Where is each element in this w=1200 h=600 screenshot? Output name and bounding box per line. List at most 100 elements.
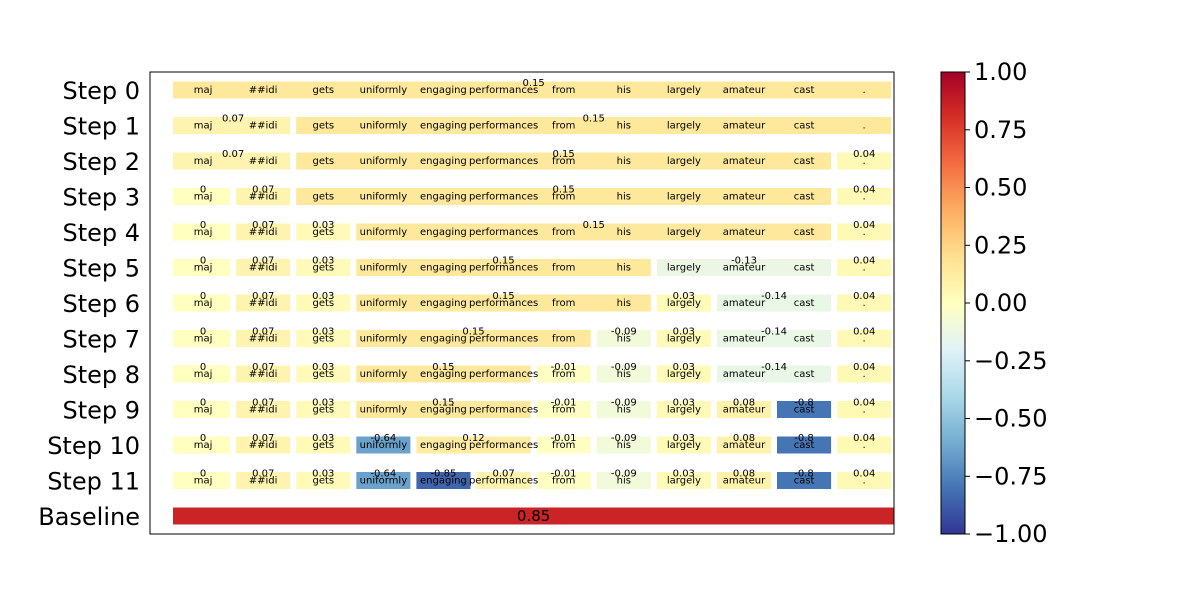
token-label: amateur xyxy=(723,405,766,416)
cell-value-label: -0.09 xyxy=(611,433,637,444)
token-label: largely xyxy=(667,85,701,96)
token-label: from xyxy=(552,405,575,416)
row-label: Step 9 xyxy=(62,397,140,425)
cell-value-label: 0.08 xyxy=(733,433,755,444)
heatmap-cell xyxy=(296,259,351,276)
token-label: gets xyxy=(312,476,334,487)
token-label: ##idi xyxy=(249,227,278,238)
token-label: maj xyxy=(194,334,213,345)
heatmap-cell xyxy=(837,294,892,312)
heatmap-cell xyxy=(656,436,711,454)
cell-value-label: 0.04 xyxy=(853,327,875,338)
token-label: from xyxy=(552,85,575,96)
heatmap-cell xyxy=(173,436,231,454)
token-label: ##idi xyxy=(249,85,278,96)
token-label: engaging xyxy=(420,369,467,380)
token-label: . xyxy=(863,156,866,167)
cell-value-label: 0.07 xyxy=(222,114,244,125)
heatmap-row: Step 1 0.07 0.15 maj ##idi gets uniformly engag… xyxy=(62,113,892,141)
cell-value-label: -0.14 xyxy=(761,291,787,302)
heatmap-cell xyxy=(236,330,291,347)
cell-value-label: 0.07 xyxy=(252,398,274,409)
row-label: Step 1 xyxy=(62,113,140,141)
heatmap-cell xyxy=(536,436,591,454)
heatmap-cell xyxy=(173,81,892,99)
cell-value-label: -0.14 xyxy=(761,327,787,338)
token-label: . xyxy=(863,369,866,380)
token-label: cast xyxy=(794,85,815,96)
token-label: largely xyxy=(667,121,701,132)
token-label: uniformly xyxy=(360,192,408,203)
heatmap-cell xyxy=(656,294,711,312)
colorbar-tick-label: −0.75 xyxy=(974,462,1048,490)
heatmap-cell xyxy=(536,472,591,489)
heatmap-cell xyxy=(173,188,231,205)
cell-value-label: 0.07 xyxy=(222,149,244,160)
baseline-row: Baseline 0.85 xyxy=(38,503,895,531)
cell-value-label: -0.01 xyxy=(551,433,577,444)
colorbar-tick-label: 0.75 xyxy=(974,116,1027,144)
heatmap-cell xyxy=(656,365,711,383)
token-label: maj xyxy=(194,192,213,203)
token-label: cast xyxy=(794,121,815,132)
heatmap-cell xyxy=(296,117,892,134)
heatmap-cell xyxy=(716,401,771,418)
token-label: uniformly xyxy=(360,334,408,345)
cell-value-label: 0 xyxy=(200,291,206,302)
token-label: his xyxy=(617,85,631,96)
heatmap-cell xyxy=(716,436,771,454)
heatmap-cell xyxy=(356,259,651,276)
token-label: his xyxy=(617,227,631,238)
cell-value-label: -0.64 xyxy=(370,433,396,444)
heatmap-cell xyxy=(173,259,231,276)
cell-value-label: 0.07 xyxy=(252,469,274,480)
heatmap-cell xyxy=(296,294,351,312)
token-label: from xyxy=(552,192,575,203)
row-label: Step 5 xyxy=(62,255,140,283)
token-label: his xyxy=(617,121,631,132)
token-label: his xyxy=(617,298,631,309)
token-label: ##idi xyxy=(249,369,278,380)
heatmap-cell xyxy=(296,436,351,454)
heatmap-cell xyxy=(656,259,832,276)
token-label: ##idi xyxy=(249,121,278,132)
token-label: engaging xyxy=(420,263,467,274)
token-label: uniformly xyxy=(360,405,408,416)
token-label: gets xyxy=(312,192,334,203)
token-label: uniformly xyxy=(360,476,408,487)
token-label: . xyxy=(863,298,866,309)
token-label: his xyxy=(617,476,631,487)
token-label: his xyxy=(617,334,631,345)
cell-value-label: 0.03 xyxy=(312,362,334,373)
token-label: gets xyxy=(312,334,334,345)
heatmap-row: Step 7 0 0.07 0.03 0.15 -0.09 0.03 -0.14 0.04 maj… xyxy=(62,326,892,354)
token-label: amateur xyxy=(723,192,766,203)
token-label: cast xyxy=(794,440,815,451)
heatmap-cell xyxy=(656,472,711,489)
token-label: performances xyxy=(469,405,538,416)
row-label: Baseline xyxy=(38,503,140,531)
token-label: uniformly xyxy=(360,369,408,380)
cell-value-label: 0.03 xyxy=(312,327,334,338)
token-label: gets xyxy=(312,85,334,96)
heatmap-cell xyxy=(296,223,351,241)
token-label: maj xyxy=(194,369,213,380)
token-label: gets xyxy=(312,227,334,238)
token-label: from xyxy=(552,334,575,345)
cell-value-label: 0.04 xyxy=(853,469,875,480)
heatmap-cell xyxy=(656,330,711,347)
token-label: from xyxy=(552,227,575,238)
token-label: maj xyxy=(194,227,213,238)
token-label: uniformly xyxy=(360,156,408,167)
heatmap-cell xyxy=(596,436,651,454)
cell-value-label: -0.13 xyxy=(731,256,757,267)
token-label: amateur xyxy=(723,440,766,451)
token-label: gets xyxy=(312,156,334,167)
token-label: his xyxy=(617,405,631,416)
plot-frame xyxy=(149,71,895,535)
token-label: ##idi xyxy=(249,405,278,416)
cell-value-label: 0.03 xyxy=(673,362,695,373)
token-label: from xyxy=(552,369,575,380)
